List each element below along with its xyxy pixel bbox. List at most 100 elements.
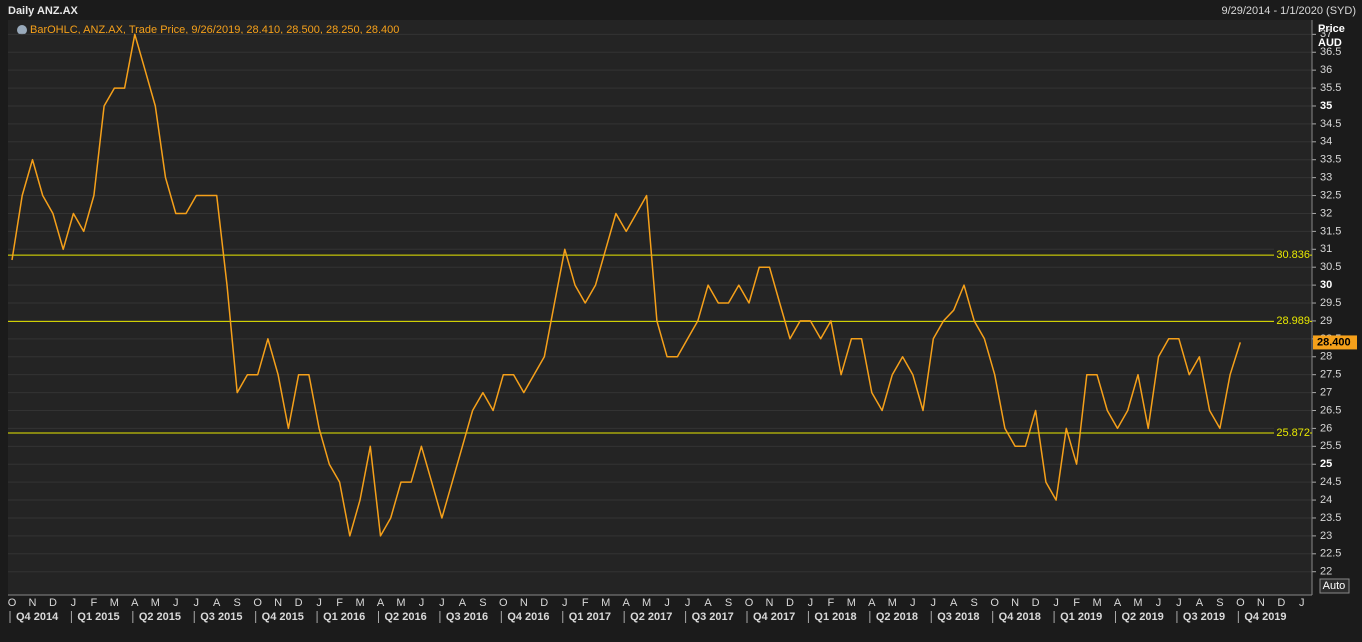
x-tick-label: N — [520, 597, 528, 609]
x-tick-label: N — [1011, 597, 1019, 609]
y-tick-label: 30 — [1320, 279, 1332, 291]
legend-icon — [17, 25, 27, 35]
x-tick-label: F — [1073, 597, 1080, 609]
level-label: 30.836 — [1276, 249, 1310, 261]
y-axis-unit: AUD — [1318, 37, 1342, 49]
x-tick-label: S — [234, 597, 241, 609]
y-tick-label: 32 — [1320, 207, 1332, 219]
x-tick-label: J — [316, 597, 322, 609]
quarter-label: Q1 2018 — [814, 611, 856, 623]
x-tick-label: J — [1299, 597, 1305, 609]
y-tick-label: 29.5 — [1320, 297, 1341, 309]
x-tick-label: S — [1216, 597, 1223, 609]
quarter-label: Q2 2018 — [876, 611, 918, 623]
price-line — [11, 33, 1242, 537]
level-label-bg — [1274, 248, 1310, 263]
x-tick-label: J — [173, 597, 179, 609]
level-label: 28.989 — [1276, 315, 1310, 327]
y-tick-label: 25.5 — [1320, 440, 1341, 452]
x-tick-label: F — [91, 597, 98, 609]
x-tick-label: J — [1053, 597, 1059, 609]
auto-button-label[interactable]: Auto — [1323, 580, 1346, 592]
x-tick-label: O — [990, 597, 999, 609]
quarter-label: Q4 2014 — [16, 611, 59, 623]
quarter-label: Q4 2015 — [262, 611, 304, 623]
y-tick-label: 30.5 — [1320, 261, 1341, 273]
x-tick-label: O — [1236, 597, 1245, 609]
x-tick-label: M — [1092, 597, 1101, 609]
y-tick-label: 34.5 — [1320, 118, 1341, 130]
y-tick-label: 34 — [1320, 136, 1332, 148]
y-tick-label: 24.5 — [1320, 476, 1341, 488]
x-tick-label: J — [1156, 597, 1162, 609]
x-tick-label: J — [664, 597, 670, 609]
legend-text: BarOHLC, ANZ.AX, Trade Price, 9/26/2019,… — [30, 24, 399, 36]
x-tick-label: A — [704, 597, 712, 609]
x-tick-label: D — [49, 597, 57, 609]
x-tick-label: J — [194, 597, 200, 609]
quarter-label: Q3 2015 — [200, 611, 242, 623]
x-tick-label: O — [8, 597, 17, 609]
x-tick-label: J — [419, 597, 425, 609]
x-tick-label: A — [213, 597, 221, 609]
x-tick-label: D — [295, 597, 303, 609]
y-tick-label: 36.5 — [1320, 46, 1341, 58]
y-tick-label: 24 — [1320, 494, 1332, 506]
y-axis-label: Price — [1318, 23, 1345, 35]
y-tick-label: 31 — [1320, 243, 1332, 255]
x-tick-label: J — [71, 597, 77, 609]
y-tick-label: 26.5 — [1320, 404, 1341, 416]
quarter-label: Q2 2017 — [630, 611, 672, 623]
quarter-label: Q1 2015 — [77, 611, 119, 623]
last-price-label: 28.400 — [1317, 336, 1351, 348]
x-tick-label: J — [931, 597, 937, 609]
quarter-label: Q3 2018 — [937, 611, 979, 623]
y-tick-label: 36 — [1320, 64, 1332, 76]
quarter-label: Q4 2018 — [999, 611, 1041, 623]
x-tick-label: S — [479, 597, 486, 609]
x-tick-label: M — [396, 597, 405, 609]
y-tick-label: 23 — [1320, 530, 1332, 542]
x-tick-label: F — [582, 597, 589, 609]
y-tick-label: 35 — [1320, 100, 1332, 112]
x-tick-label: A — [950, 597, 958, 609]
y-tick-label: 32.5 — [1320, 189, 1341, 201]
x-tick-label: M — [847, 597, 856, 609]
x-tick-label: A — [1114, 597, 1122, 609]
quarter-label: Q1 2019 — [1060, 611, 1102, 623]
y-tick-label: 29 — [1320, 315, 1332, 327]
x-tick-label: J — [1176, 597, 1182, 609]
x-tick-label: J — [808, 597, 814, 609]
y-tick-label: 22 — [1320, 566, 1332, 578]
x-tick-label: F — [336, 597, 343, 609]
x-tick-label: O — [253, 597, 262, 609]
x-tick-label: M — [642, 597, 651, 609]
x-tick-label: O — [499, 597, 508, 609]
quarter-label: Q3 2019 — [1183, 611, 1225, 623]
x-tick-label: A — [131, 597, 139, 609]
x-tick-label: O — [745, 597, 754, 609]
x-tick-label: M — [151, 597, 160, 609]
auto-button[interactable] — [1319, 578, 1350, 594]
x-tick-label: A — [1196, 597, 1204, 609]
x-tick-label: M — [355, 597, 364, 609]
y-tick-label: 25 — [1320, 458, 1332, 470]
y-tick-label: 35.5 — [1320, 82, 1341, 94]
y-tick-label: 37 — [1320, 28, 1332, 40]
x-tick-label: M — [110, 597, 119, 609]
quarter-label: Q4 2017 — [753, 611, 795, 623]
x-tick-label: A — [459, 597, 467, 609]
x-tick-label: A — [623, 597, 631, 609]
x-tick-label: M — [888, 597, 897, 609]
level-label: 25.872 — [1276, 427, 1310, 439]
x-tick-label: D — [1032, 597, 1040, 609]
y-tick-label: 22.5 — [1320, 548, 1341, 560]
x-tick-label: N — [28, 597, 36, 609]
date-range: 9/29/2014 - 1/1/2020 (SYD) — [1221, 5, 1356, 17]
x-tick-label: S — [971, 597, 978, 609]
x-tick-label: J — [685, 597, 691, 609]
x-tick-label: N — [766, 597, 774, 609]
y-tick-label: 31.5 — [1320, 225, 1341, 237]
